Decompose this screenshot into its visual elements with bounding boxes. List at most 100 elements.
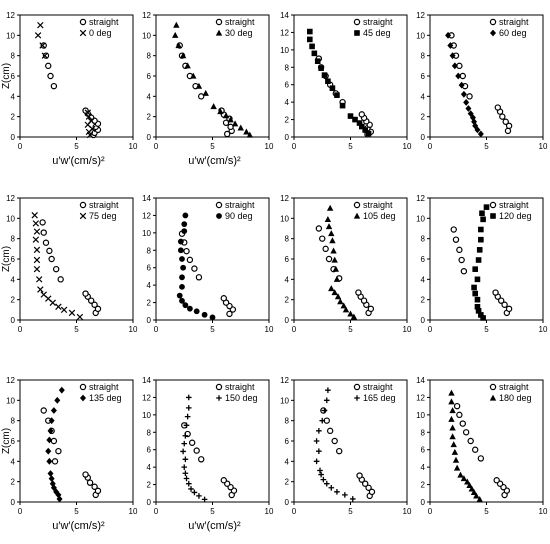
y-tick-label: 0 xyxy=(421,133,426,142)
x-tick-label: 0 xyxy=(18,325,23,334)
y-tick-label: 0 xyxy=(421,498,426,507)
data-point xyxy=(336,447,343,455)
data-point xyxy=(181,440,188,447)
data-point xyxy=(314,58,321,64)
y-tick-label: 10 xyxy=(416,411,425,420)
y-tick-label: 10 xyxy=(142,411,151,420)
y-tick-label: 12 xyxy=(416,194,425,203)
data-point xyxy=(197,93,205,100)
data-point xyxy=(483,204,490,210)
data-point xyxy=(55,303,62,311)
y-tick-label: 6 xyxy=(285,255,290,264)
data-point xyxy=(183,422,190,429)
data-point xyxy=(45,62,52,70)
legend-label: straight xyxy=(225,17,255,27)
legend-label: straight xyxy=(225,382,255,392)
legend-label: 120 deg xyxy=(499,211,532,221)
data-point xyxy=(39,219,46,226)
data-point xyxy=(82,290,89,297)
data-point xyxy=(334,293,342,300)
data-point xyxy=(222,119,230,126)
y-tick-label: 10 xyxy=(416,31,425,40)
x-tick-label: 5 xyxy=(348,142,353,151)
y-tick-label: 6 xyxy=(11,72,16,81)
series-angle xyxy=(324,204,358,320)
data-point xyxy=(220,477,227,484)
y-tick-label: 0 xyxy=(147,133,152,142)
data-point xyxy=(474,303,481,310)
data-point xyxy=(173,21,180,28)
data-point xyxy=(49,480,56,488)
y-tick-label: 10 xyxy=(6,396,15,405)
data-point xyxy=(467,437,474,445)
series-straight xyxy=(315,225,375,317)
legend-marker xyxy=(489,383,497,391)
x-tick-label: 5 xyxy=(74,325,79,334)
data-point xyxy=(361,480,369,487)
y-tick-label: 6 xyxy=(421,446,426,455)
data-point xyxy=(317,467,323,474)
data-point xyxy=(478,226,484,233)
data-point xyxy=(352,116,358,123)
data-point xyxy=(185,405,192,411)
y-tick-label: 10 xyxy=(280,214,289,223)
x-tick-label: 5 xyxy=(484,507,489,516)
data-point xyxy=(187,305,193,312)
data-point xyxy=(307,28,313,35)
y-tick-label: 10 xyxy=(6,31,15,40)
data-point xyxy=(499,113,506,120)
data-point xyxy=(453,402,461,410)
data-point xyxy=(188,439,196,446)
legend-label: straight xyxy=(89,200,119,210)
data-point xyxy=(31,212,38,219)
y-tick-label: 10 xyxy=(280,46,289,55)
data-point xyxy=(193,447,200,454)
y-tick-label: 6 xyxy=(421,255,426,264)
data-point xyxy=(220,295,227,302)
data-point xyxy=(320,476,327,483)
data-point xyxy=(190,72,197,79)
data-point xyxy=(480,216,486,223)
data-point xyxy=(209,314,216,321)
data-point xyxy=(46,457,53,465)
data-point xyxy=(365,130,372,137)
data-point xyxy=(455,72,462,80)
legend-marker xyxy=(353,383,361,391)
y-tick-label: 8 xyxy=(421,52,426,61)
data-point xyxy=(46,436,53,444)
data-point xyxy=(460,90,467,98)
x-tick-label: 0 xyxy=(428,142,433,151)
data-point xyxy=(54,396,61,404)
y-tick-label: 12 xyxy=(6,194,15,203)
y-tick-label: 4 xyxy=(421,463,426,472)
y-tick-label: 14 xyxy=(416,376,425,385)
data-point xyxy=(328,285,335,292)
data-point xyxy=(46,247,53,255)
legend-label: 135 deg xyxy=(89,393,122,403)
data-point xyxy=(358,111,365,118)
data-point xyxy=(182,456,189,463)
data-point xyxy=(479,210,485,217)
data-point xyxy=(456,246,463,254)
data-point xyxy=(328,230,335,237)
y-tick-label: 0 xyxy=(11,316,16,325)
data-point xyxy=(452,456,460,463)
data-point xyxy=(316,448,322,454)
data-point xyxy=(246,131,253,138)
data-point xyxy=(32,220,40,227)
x-tick-label: 0 xyxy=(292,325,297,334)
y-tick-label: 8 xyxy=(147,428,152,437)
y-tick-label: 0 xyxy=(147,316,152,325)
y-tick-label: 2 xyxy=(285,478,290,487)
data-point xyxy=(227,116,234,123)
data-point xyxy=(185,394,192,401)
data-point xyxy=(231,120,239,127)
data-point xyxy=(40,229,47,236)
data-point xyxy=(333,275,341,282)
y-tick-label: 12 xyxy=(6,376,15,385)
